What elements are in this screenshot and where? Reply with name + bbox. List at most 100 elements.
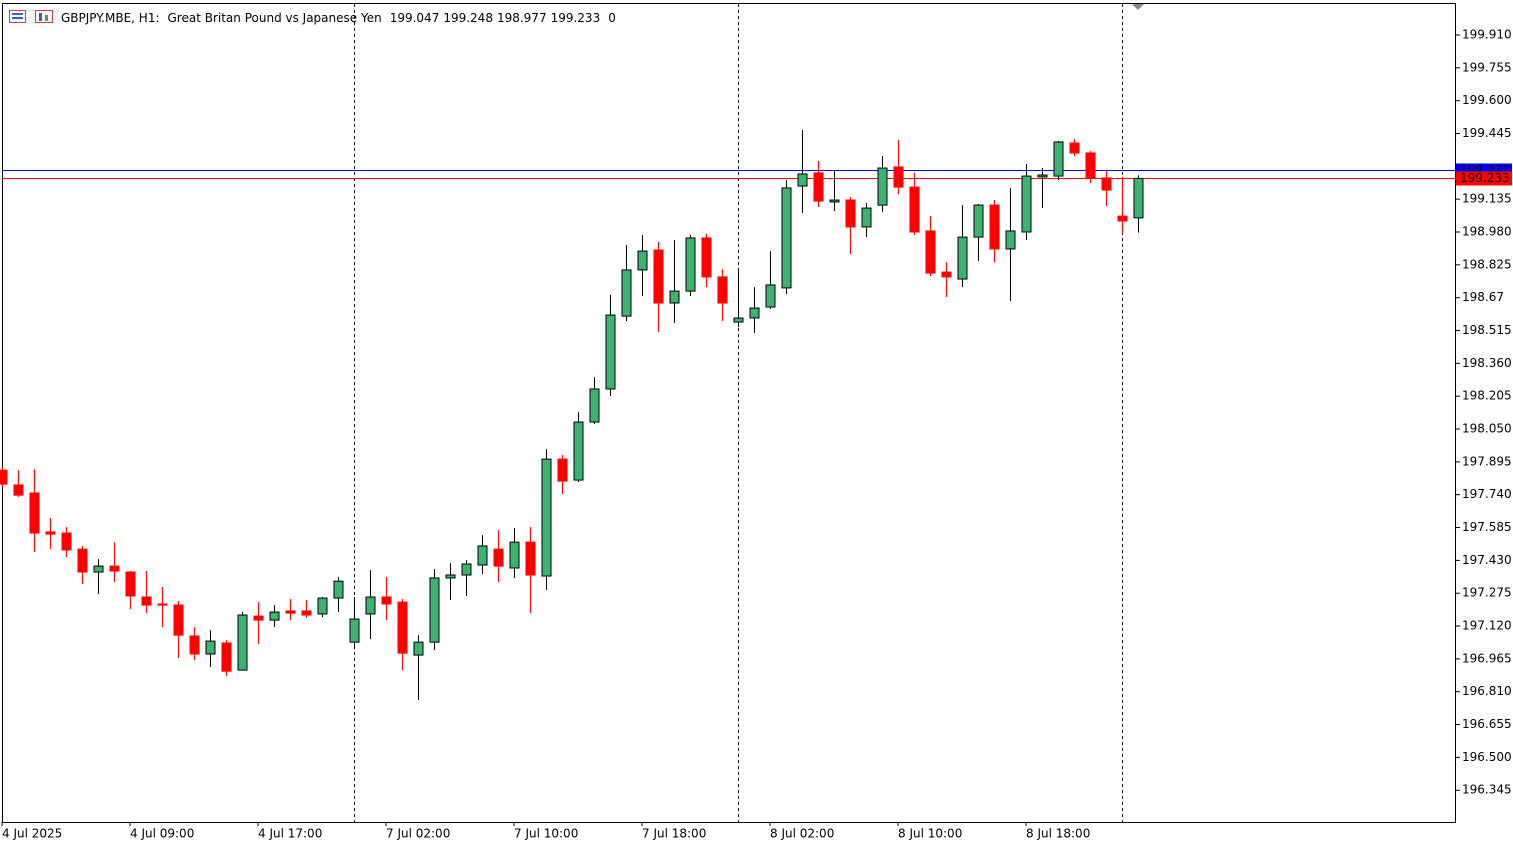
candle-body (93, 565, 104, 573)
candle-body (29, 492, 40, 534)
symbol: GBPJPY.MBE, H1: (61, 11, 160, 25)
candle-body (813, 172, 824, 202)
candle-body (61, 532, 72, 551)
y-tick-label: 198.67 (1462, 290, 1504, 304)
candle-body (829, 199, 840, 203)
candle-body (45, 531, 56, 535)
candle-body (573, 421, 584, 481)
y-tick-label: 196.655 (1462, 717, 1512, 731)
candle-body (525, 541, 536, 576)
header-open: 199.047 (390, 11, 440, 25)
candle-body (413, 641, 424, 656)
x-tick-label: 8 Jul 10:00 (898, 827, 962, 841)
y-tick-label: 199.445 (1462, 126, 1512, 140)
candle-body (701, 237, 712, 278)
y-tick-label: 197.895 (1462, 454, 1512, 468)
candle-body (477, 545, 488, 566)
y-tick-label: 196.965 (1462, 651, 1512, 665)
candle-body (765, 284, 776, 308)
y-tick-label: 198.515 (1462, 323, 1512, 337)
x-tick-label: 8 Jul 18:00 (1026, 827, 1090, 841)
y-tick-label: 199.755 (1462, 60, 1512, 74)
candle-body (781, 187, 792, 289)
y-tick-label: 196.345 (1462, 783, 1512, 797)
shift-marker (1132, 4, 1144, 10)
candle-body (13, 484, 24, 496)
description: Great Britan Pound vs Japanese Yen (168, 11, 382, 25)
header-close: 199.233 (551, 11, 601, 25)
y-tick-label: 199.135 (1462, 192, 1512, 206)
candle-body (509, 541, 520, 569)
candle-body (1085, 152, 1096, 179)
candle-body (493, 548, 504, 567)
candle-body (285, 610, 296, 614)
x-tick-label: 4 Jul 17:00 (258, 827, 322, 841)
candle-body (429, 577, 440, 643)
icon (12, 13, 23, 15)
candle-body (909, 186, 920, 233)
candle-body (461, 563, 472, 576)
candle-body (621, 269, 632, 317)
y-tick-label: 199.910 (1462, 27, 1512, 41)
x-tick-label: 7 Jul 02:00 (386, 827, 450, 841)
y-tick-label: 197.430 (1462, 553, 1512, 567)
y-tick-label: 197.275 (1462, 586, 1512, 600)
candle-body (653, 249, 664, 304)
x-tick-label: 4 Jul 2025 (2, 827, 62, 841)
candle-body (205, 640, 216, 655)
candle-body (541, 458, 552, 577)
header-high: 199.248 (443, 11, 493, 25)
candle-body (125, 571, 136, 597)
candle-body (557, 458, 568, 482)
candle-body (141, 596, 152, 606)
candle-body (733, 317, 744, 323)
candle-body (845, 199, 856, 228)
candle-body (173, 604, 184, 636)
y-tick-label: 197.740 (1462, 487, 1512, 501)
candle-body (957, 236, 968, 280)
candle-body (189, 635, 200, 655)
candle-body (1053, 141, 1064, 177)
candle-body (333, 580, 344, 599)
y-tick-label: 198.360 (1462, 356, 1512, 370)
candle-body (237, 614, 248, 671)
candle-body (717, 276, 728, 304)
y-tick-label: 198.980 (1462, 225, 1512, 239)
candle-body (365, 596, 376, 615)
candle-body (1117, 215, 1128, 222)
header: GBPJPY.MBE, H1: Great Britan Pound vs Jap… (61, 11, 616, 25)
y-tick-label: 196.500 (1462, 750, 1512, 764)
candle-body (877, 167, 888, 206)
candle-body (157, 603, 168, 606)
header-tail: 0 (608, 11, 616, 25)
candle-body (1101, 177, 1112, 191)
candle-body (253, 615, 264, 621)
icon (35, 10, 53, 23)
x-tick-label: 4 Jul 09:00 (130, 827, 194, 841)
candle-body (221, 642, 232, 672)
candle-body (589, 388, 600, 423)
candle-body (0, 469, 8, 485)
candle-body (925, 230, 936, 274)
icon (9, 10, 26, 23)
y-tick-label: 198.050 (1462, 422, 1512, 436)
y-tick-label: 197.585 (1462, 520, 1512, 534)
bid-label-box (1456, 171, 1512, 186)
candle-body (797, 173, 808, 187)
y-tick-label: 198.205 (1462, 389, 1512, 403)
plot-frame (2, 3, 1456, 823)
y-tick-label: 197.120 (1462, 619, 1512, 633)
candle-body (861, 207, 872, 228)
x-tick-label: 8 Jul 02:00 (770, 827, 834, 841)
header-low: 198.977 (497, 11, 547, 25)
icon (45, 15, 48, 21)
candle-body (989, 204, 1000, 250)
icon (12, 17, 23, 19)
candle-body (941, 271, 952, 278)
bid-label: 199.233 (1460, 171, 1510, 185)
candle-body (749, 307, 760, 319)
candle-body (397, 601, 408, 654)
candle-body (301, 610, 312, 616)
candle-body (77, 548, 88, 573)
icon (39, 13, 42, 21)
